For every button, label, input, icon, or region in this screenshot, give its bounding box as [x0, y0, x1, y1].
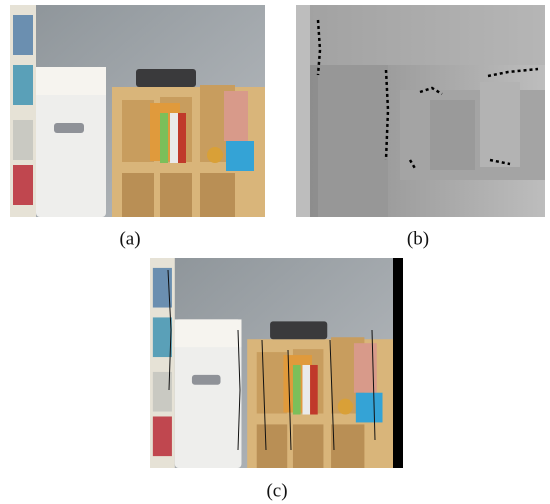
image-c — [150, 258, 403, 468]
image-b — [296, 5, 545, 217]
figure: (a) (b) (c) — [0, 0, 550, 504]
caption: (c) — [266, 480, 287, 501]
image-a — [10, 5, 265, 217]
caption: (a) — [119, 228, 140, 249]
caption: (b) — [407, 228, 429, 249]
